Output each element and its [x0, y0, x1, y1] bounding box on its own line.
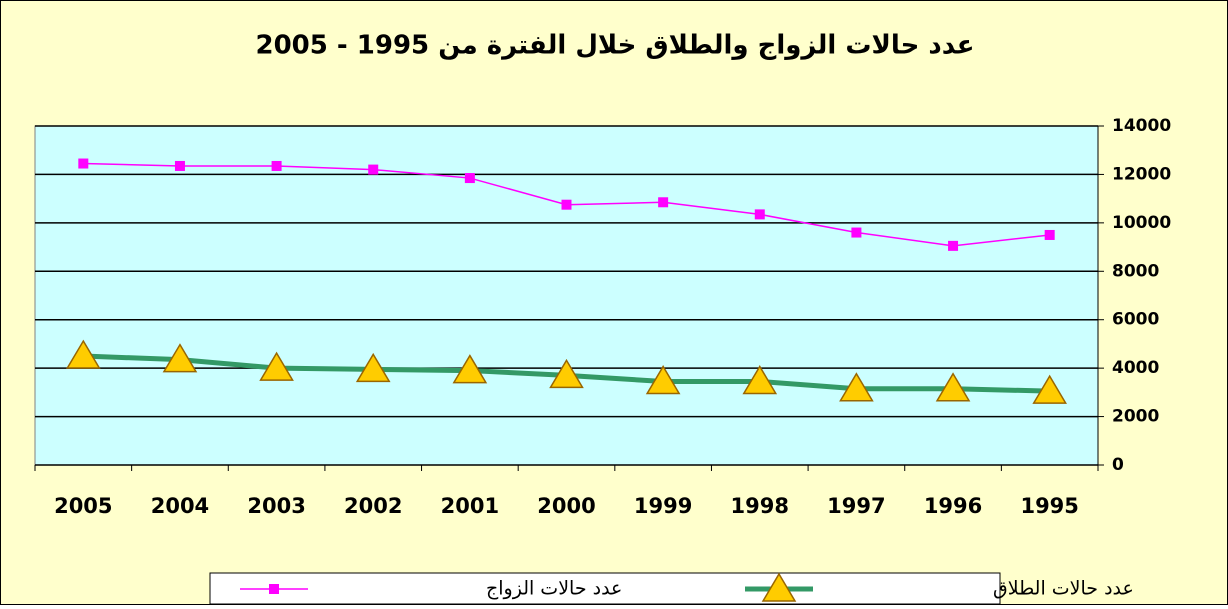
marker: [66, 339, 101, 369]
marker: [549, 358, 584, 389]
marker: [561, 199, 572, 210]
marker: [78, 158, 89, 169]
marker: [948, 240, 959, 251]
marker: [174, 160, 185, 171]
marker: [259, 351, 294, 381]
marker: [742, 364, 778, 395]
marker: [935, 372, 971, 402]
x-tick-label: 2005: [54, 494, 112, 518]
marker: [162, 343, 198, 373]
y-tick-label: 8000: [1112, 261, 1159, 281]
marker: [269, 584, 279, 594]
x-tick-label: 1996: [924, 494, 982, 518]
x-tick-label: 2004: [151, 494, 209, 518]
chart-title: عدد حالات الزواج والطلاق خلال الفترة من …: [256, 31, 975, 61]
marker: [761, 572, 797, 602]
plot-area: [34, 125, 1099, 466]
marker: [452, 354, 488, 384]
x-tick-label: 2001: [441, 494, 499, 518]
marker: [464, 173, 475, 184]
x-tick-label: 1995: [1020, 494, 1078, 518]
y-tick-label: 6000: [1112, 310, 1159, 330]
x-tick-label: 2003: [247, 494, 305, 518]
y-tick-label: 4000: [1112, 358, 1159, 378]
marker: [1044, 229, 1055, 240]
y-tick-label: 14000: [1112, 116, 1171, 136]
legend-label: عدد حالات الطلاق: [993, 578, 1134, 600]
marker: [754, 209, 765, 220]
x-tick-label: 1998: [731, 494, 789, 518]
marker: [851, 227, 862, 238]
marker: [368, 164, 379, 175]
x-tick-label: 2000: [537, 494, 595, 518]
x-tick-label: 2002: [344, 494, 402, 518]
x-tick-label: 1997: [827, 494, 885, 518]
legend-label: عدد حالات الزواج: [486, 578, 622, 600]
marker: [645, 364, 681, 395]
marker: [658, 197, 669, 208]
y-tick-label: 0: [1112, 455, 1124, 475]
y-tick-label: 2000: [1112, 407, 1159, 427]
x-tick-label: 1999: [634, 494, 692, 518]
marker: [1032, 374, 1067, 404]
y-tick-label: 10000: [1112, 213, 1171, 233]
marker: [271, 160, 282, 171]
marker: [355, 352, 391, 383]
y-tick-label: 12000: [1112, 164, 1171, 184]
marker: [839, 372, 874, 402]
legend-box: [209, 572, 1001, 605]
